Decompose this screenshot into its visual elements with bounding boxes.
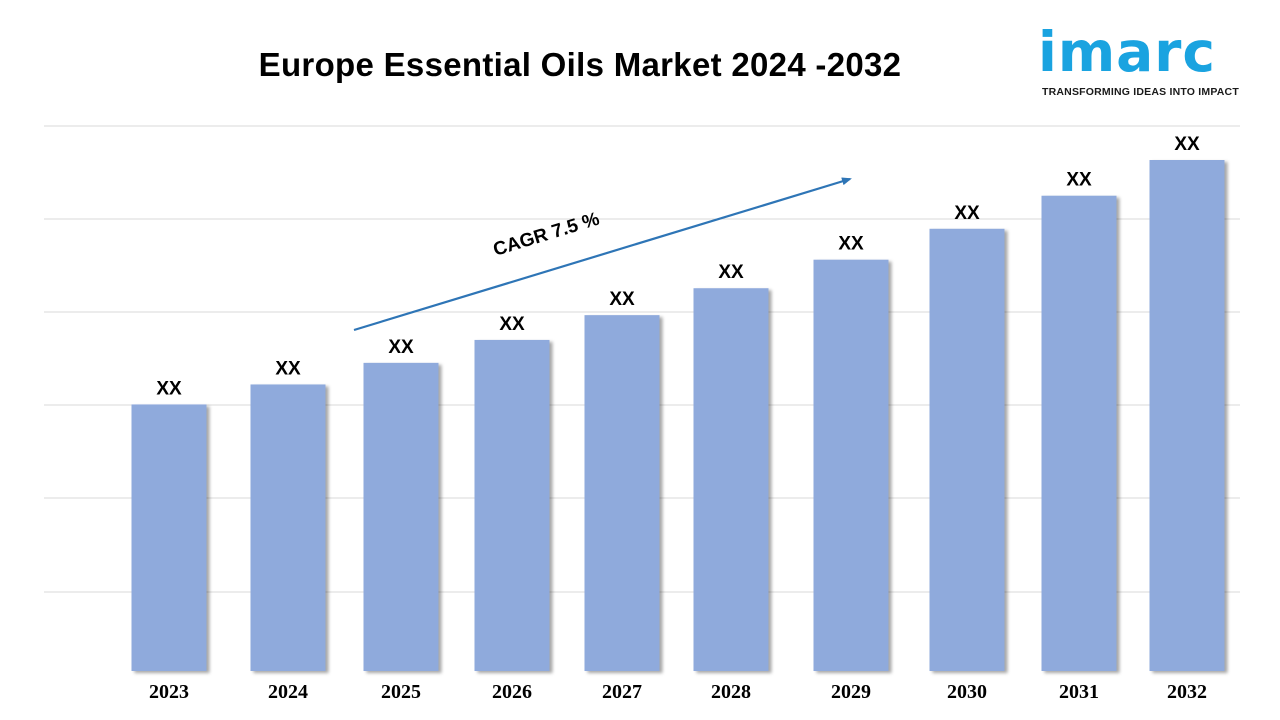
bar-2025: [363, 362, 439, 671]
bar-2032: [1149, 160, 1225, 671]
cagr-annotation: CAGR 7.5 %: [353, 177, 852, 332]
x-tick-label: 2032: [1167, 681, 1207, 703]
x-axis-tick-labels: 2023 2024 2025 2026 2027 2028 2029 2030 2031 2032: [149, 681, 1207, 703]
bar-2027: [584, 315, 660, 671]
x-tick-label: 2026: [492, 681, 532, 703]
logo-wordmark: imarc: [1038, 20, 1217, 84]
data-label: XX: [838, 234, 864, 255]
bar-2029: [813, 259, 889, 671]
data-label: XX: [718, 262, 744, 283]
x-tick-label: 2029: [831, 681, 871, 703]
data-label: XX: [275, 358, 301, 379]
data-label: XX: [499, 314, 525, 335]
bar-2031: [1041, 195, 1117, 671]
data-label: XX: [1174, 134, 1200, 155]
bar-2030: [929, 228, 1005, 672]
data-label: XX: [609, 289, 635, 310]
data-label: XX: [388, 337, 414, 358]
bars: [131, 160, 1225, 672]
data-label: XX: [954, 203, 980, 224]
imarc-logo: imarc TRANSFORMING IDEAS INTO IMPACT: [1030, 16, 1245, 104]
chart-title: Europe Essential Oils Market 2024 -2032: [258, 46, 902, 83]
x-tick-label: 2024: [268, 681, 308, 703]
x-tick-label: 2030: [947, 681, 987, 703]
cagr-arrow: [353, 177, 852, 332]
cagr-label: CAGR 7.5 %: [491, 209, 602, 261]
data-label: XX: [1066, 170, 1092, 191]
bar-2024: [250, 384, 326, 671]
bar-2023: [131, 404, 207, 671]
x-tick-label: 2023: [149, 681, 189, 703]
bar-2026: [474, 339, 550, 671]
bar-2028: [693, 288, 769, 671]
x-tick-label: 2025: [381, 681, 421, 703]
logo-tagline: TRANSFORMING IDEAS INTO IMPACT: [1042, 86, 1239, 98]
data-label: XX: [156, 378, 182, 399]
x-tick-label: 2028: [711, 681, 751, 703]
data-labels: XX XX XX XX XX XX XX XX XX XX: [156, 134, 1200, 399]
x-tick-label: 2031: [1059, 681, 1099, 703]
x-tick-label: 2027: [602, 681, 642, 703]
